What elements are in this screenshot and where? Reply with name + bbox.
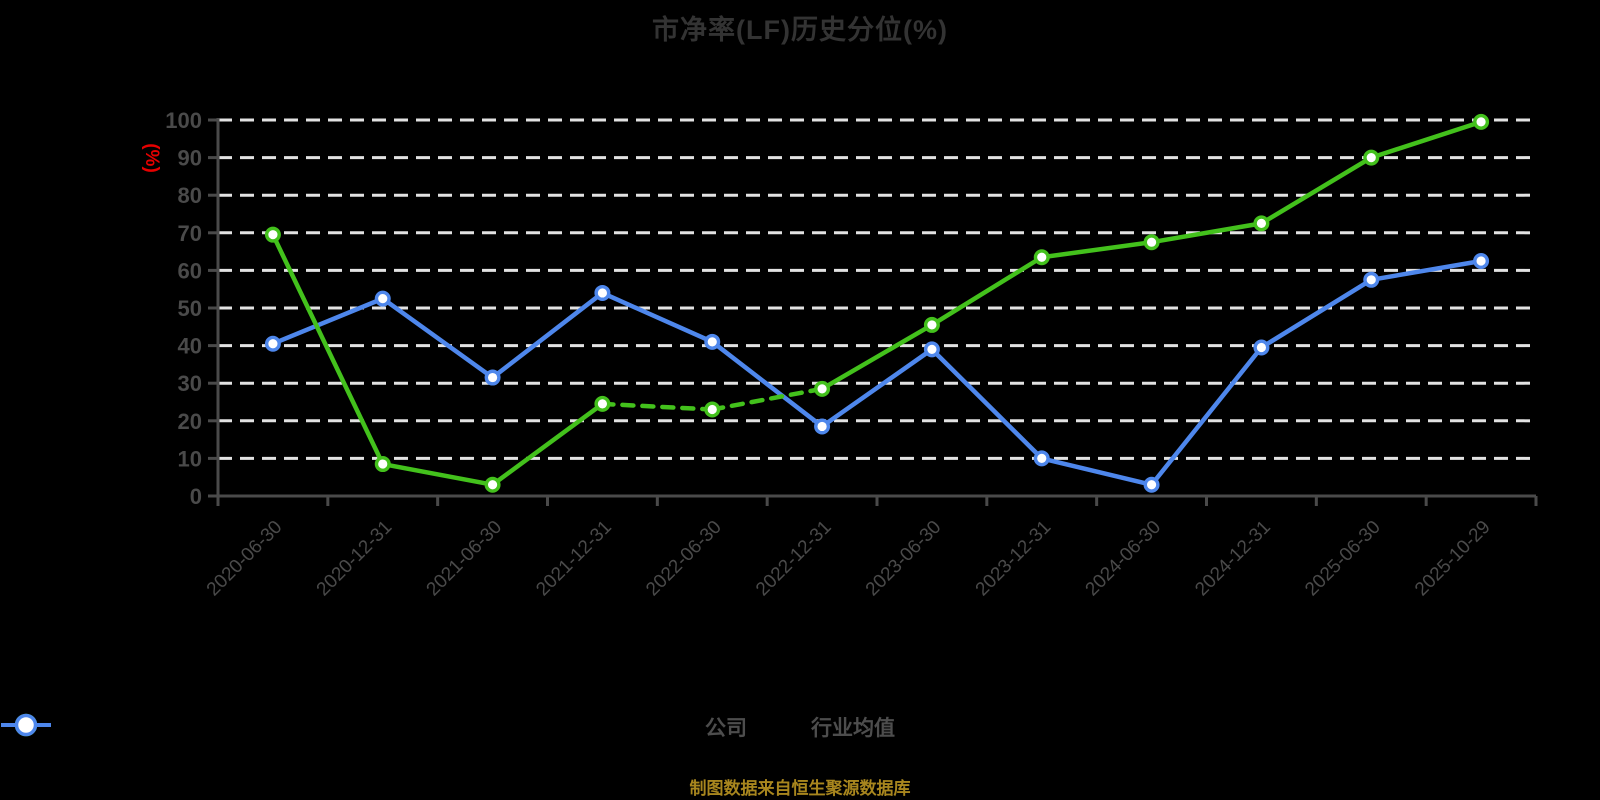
y-tick-label: 60 [178,258,202,283]
series-line-行业均值 [600,290,715,345]
y-tick-label: 10 [178,446,202,471]
series-line-公司 [1149,221,1264,245]
series-line-公司 [380,461,495,487]
y-tick-label: 30 [178,371,202,396]
data-point-marker[interactable] [594,284,611,301]
series-line-公司 [1369,119,1484,160]
series-line-公司 [270,232,385,467]
series-line-行业均值 [490,290,605,380]
data-point-marker[interactable] [374,290,391,307]
x-tick-label: 2025-06-30 [1301,517,1385,601]
y-tick-label: 40 [178,334,202,359]
data-point-marker[interactable] [923,316,940,333]
series-line-公司 [490,401,605,487]
data-point-marker[interactable] [1253,339,1270,356]
legend-label-industry-average: 行业均值 [811,717,895,740]
data-point-marker[interactable] [704,401,721,418]
series-line-公司 [1039,239,1154,260]
data-point-marker[interactable] [1363,271,1380,288]
x-tick-label: 2021-06-30 [423,517,507,601]
series-line-行业均值 [1039,456,1154,487]
data-point-marker[interactable] [374,456,391,473]
x-tick-label: 2022-12-31 [752,517,836,601]
x-tick-label: 2020-12-31 [313,517,397,601]
chart-title: 市净率(LF)历史分位(%) [652,15,948,45]
data-point-marker[interactable] [1473,113,1490,130]
y-tick-label: 100 [165,108,202,133]
y-tick-label: 90 [178,146,202,171]
series-line-公司 [819,322,935,392]
data-point-marker[interactable] [1143,476,1160,493]
x-tick-label: 2023-06-30 [862,517,946,601]
y-tick-label: 0 [190,484,202,509]
series-line-行业均值 [710,339,825,429]
data-point-marker[interactable] [484,476,501,493]
data-point-marker[interactable] [594,395,611,412]
series-line-公司 [600,401,715,412]
data-point-marker[interactable] [1363,149,1380,166]
legend-item-company[interactable]: 公司 [1,712,747,742]
x-tick-label: 2024-12-31 [1191,517,1275,601]
x-tick-label: 2022-06-30 [642,517,726,601]
data-point-marker[interactable] [1033,249,1050,266]
series-line-公司 [1259,155,1374,226]
x-tick-label: 2025-10-29 [1411,517,1495,601]
series-line-行业均值 [819,347,935,429]
data-point-marker[interactable] [1033,450,1050,467]
data-point-marker[interactable] [1473,252,1490,269]
x-tick-label: 2021-12-31 [532,517,616,601]
x-tick-label: 2024-06-30 [1082,517,1166,601]
series-line-行业均值 [1259,277,1374,350]
series-line-行业均值 [929,347,1044,461]
y-tick-label: 20 [178,409,202,434]
legend-label-company: 公司 [705,717,747,740]
x-tick-label: 2023-12-31 [972,517,1056,601]
data-point-marker[interactable] [264,226,281,243]
data-point-marker[interactable] [923,341,940,358]
data-point-marker[interactable] [704,333,721,350]
series-line-公司 [929,254,1044,328]
data-source-note: 制图数据来自恒生聚源数据库 [689,779,911,798]
series-line-行业均值 [1369,258,1484,283]
data-point-marker[interactable] [814,380,831,397]
y-tick-label: 80 [178,183,202,208]
data-point-marker[interactable] [814,418,831,435]
series-line-行业均值 [270,296,385,346]
legend-item-industry-average[interactable]: 行业均值 [1,712,895,742]
y-tick-label: 50 [178,296,202,321]
data-point-marker[interactable] [264,335,281,352]
data-point-marker[interactable] [484,369,501,386]
y-tick-label: 70 [178,221,202,246]
y-axis-name: (%) [141,143,162,173]
data-point-marker[interactable] [1143,234,1160,251]
series-line-行业均值 [380,296,495,380]
series-line-行业均值 [1149,345,1264,487]
legend-line-marker-icon [1,713,51,737]
series-line-公司 [710,386,825,412]
x-tick-label: 2020-06-30 [203,517,287,601]
data-point-marker[interactable] [1253,215,1270,232]
legend: 公司 行业均值 [0,712,1600,742]
